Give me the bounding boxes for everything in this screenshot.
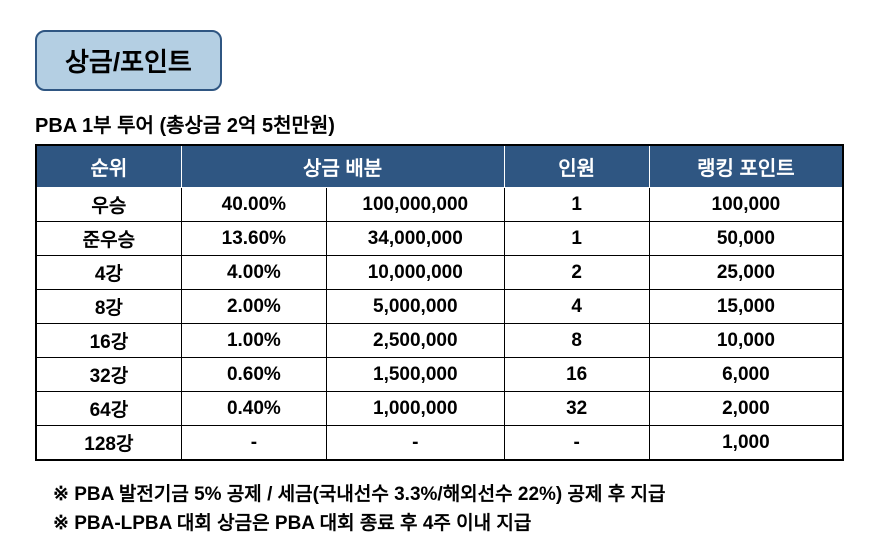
table-row: 4강 4.00% 10,000,000 2 25,000	[36, 256, 843, 290]
cell-rank: 32강	[36, 358, 181, 392]
cell-cnt: 8	[504, 324, 649, 358]
cell-rank: 준우승	[36, 222, 181, 256]
cell-pct: -	[181, 426, 326, 461]
table-row: 준우승 13.60% 34,000,000 1 50,000	[36, 222, 843, 256]
cell-amt: 2,500,000	[327, 324, 505, 358]
header-distribution: 상금 배분	[181, 145, 504, 188]
cell-cnt: -	[504, 426, 649, 461]
header-count: 인원	[504, 145, 649, 188]
cell-rank: 4강	[36, 256, 181, 290]
table-row: 8강 2.00% 5,000,000 4 15,000	[36, 290, 843, 324]
cell-amt: 34,000,000	[327, 222, 505, 256]
table-body: 우승 40.00% 100,000,000 1 100,000 준우승 13.6…	[36, 188, 843, 461]
cell-pts: 25,000	[649, 256, 843, 290]
note-line: ※ PBA-LPBA 대회 상금은 PBA 대회 종료 후 4주 이내 지급	[53, 510, 844, 539]
cell-pct: 0.60%	[181, 358, 326, 392]
table-row: 32강 0.60% 1,500,000 16 6,000	[36, 358, 843, 392]
cell-cnt: 4	[504, 290, 649, 324]
note-line: ※ PBA 발전기금 5% 공제 / 세금(국내선수 3.3%/해외선수 22%…	[53, 481, 844, 510]
cell-rank: 우승	[36, 188, 181, 222]
cell-cnt: 1	[504, 188, 649, 222]
cell-amt: 1,500,000	[327, 358, 505, 392]
cell-amt: 100,000,000	[327, 188, 505, 222]
notes-section: ※ PBA 발전기금 5% 공제 / 세금(국내선수 3.3%/해외선수 22%…	[35, 481, 844, 538]
prize-table: 순위 상금 배분 인원 랭킹 포인트 우승 40.00% 100,000,000…	[35, 144, 844, 461]
cell-rank: 16강	[36, 324, 181, 358]
table-row: 128강 - - - 1,000	[36, 426, 843, 461]
cell-cnt: 16	[504, 358, 649, 392]
table-row: 우승 40.00% 100,000,000 1 100,000	[36, 188, 843, 222]
cell-pct: 13.60%	[181, 222, 326, 256]
cell-pct: 1.00%	[181, 324, 326, 358]
table-header-row: 순위 상금 배분 인원 랭킹 포인트	[36, 145, 843, 188]
cell-rank: 128강	[36, 426, 181, 461]
cell-pct: 40.00%	[181, 188, 326, 222]
cell-amt: 1,000,000	[327, 392, 505, 426]
cell-cnt: 32	[504, 392, 649, 426]
cell-pts: 2,000	[649, 392, 843, 426]
cell-pct: 2.00%	[181, 290, 326, 324]
subtitle: PBA 1부 투어 (총상금 2억 5천만원)	[35, 109, 844, 138]
cell-pts: 50,000	[649, 222, 843, 256]
cell-pts: 6,000	[649, 358, 843, 392]
table-row: 16강 1.00% 2,500,000 8 10,000	[36, 324, 843, 358]
cell-cnt: 2	[504, 256, 649, 290]
cell-cnt: 1	[504, 222, 649, 256]
cell-pts: 1,000	[649, 426, 843, 461]
table-row: 64강 0.40% 1,000,000 32 2,000	[36, 392, 843, 426]
cell-rank: 8강	[36, 290, 181, 324]
cell-pts: 15,000	[649, 290, 843, 324]
cell-amt: 5,000,000	[327, 290, 505, 324]
cell-pts: 100,000	[649, 188, 843, 222]
header-points: 랭킹 포인트	[649, 145, 843, 188]
cell-pct: 0.40%	[181, 392, 326, 426]
page-title: 상금/포인트	[65, 47, 192, 77]
title-box: 상금/포인트	[35, 30, 222, 91]
cell-pts: 10,000	[649, 324, 843, 358]
cell-pct: 4.00%	[181, 256, 326, 290]
cell-rank: 64강	[36, 392, 181, 426]
cell-amt: -	[327, 426, 505, 461]
header-rank: 순위	[36, 145, 181, 188]
cell-amt: 10,000,000	[327, 256, 505, 290]
